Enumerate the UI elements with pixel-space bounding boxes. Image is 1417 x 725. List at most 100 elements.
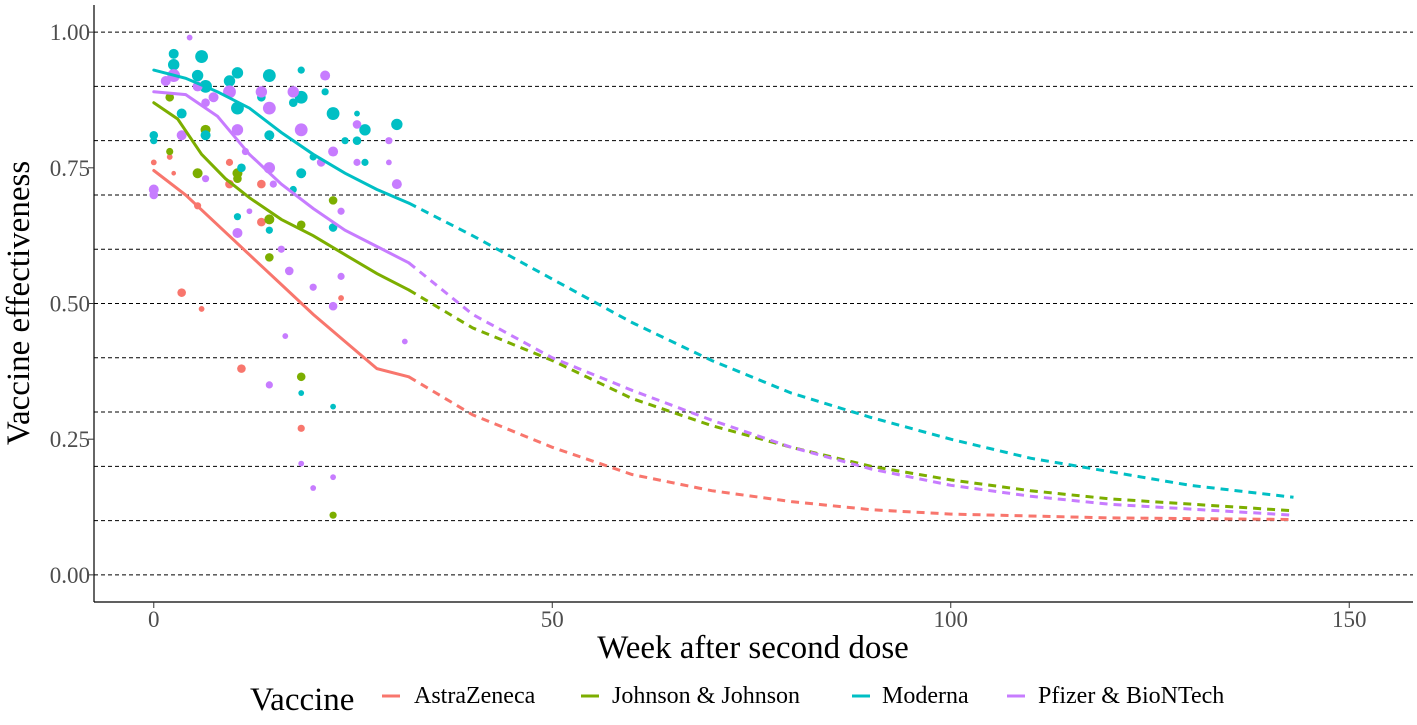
legend-label: Moderna xyxy=(882,683,969,709)
data-point xyxy=(262,69,276,82)
data-point xyxy=(296,168,307,179)
data-point xyxy=(353,158,361,166)
data-point xyxy=(297,424,305,432)
data-point xyxy=(201,175,210,183)
data-point xyxy=(330,474,336,481)
x-tick-label: 150 xyxy=(1332,607,1367,632)
data-point xyxy=(338,295,344,301)
data-point xyxy=(265,226,273,234)
y-tick-label: 0.75 xyxy=(50,156,90,181)
data-points xyxy=(148,34,408,519)
data-point xyxy=(171,170,177,176)
x-axis-title: Week after second dose xyxy=(597,630,909,666)
data-point xyxy=(320,70,331,81)
data-point xyxy=(167,58,180,71)
y-axis-title: Vaccine effectiveness xyxy=(1,161,37,445)
x-tick-label: 100 xyxy=(934,607,969,632)
data-point xyxy=(150,159,157,166)
data-point xyxy=(309,283,317,291)
data-point xyxy=(257,217,266,227)
data-point xyxy=(231,124,244,136)
data-point xyxy=(176,130,187,141)
data-point xyxy=(255,86,268,98)
data-point xyxy=(231,67,244,79)
fit-line xyxy=(152,101,411,292)
legend: Vaccine AstraZeneca Johnson & Johnson Mode… xyxy=(250,682,1224,718)
data-point xyxy=(265,381,273,389)
data-point xyxy=(265,253,274,262)
data-point xyxy=(337,207,345,215)
data-point xyxy=(385,137,393,145)
data-point xyxy=(361,158,369,166)
data-point xyxy=(341,137,349,145)
data-point xyxy=(201,98,210,107)
projection-line xyxy=(407,261,1294,517)
data-point xyxy=(287,86,299,98)
data-point xyxy=(191,69,204,82)
data-point xyxy=(198,306,205,312)
data-point xyxy=(177,288,186,297)
data-point xyxy=(328,223,338,232)
data-point xyxy=(352,120,362,129)
x-tick-label: 0 xyxy=(148,607,160,632)
data-point xyxy=(237,163,246,173)
data-point xyxy=(310,485,317,491)
data-point xyxy=(391,179,402,190)
data-point xyxy=(149,190,159,200)
data-point xyxy=(150,137,158,145)
fit-line xyxy=(152,68,411,205)
data-point xyxy=(321,88,329,96)
data-point xyxy=(269,180,277,188)
data-point xyxy=(328,146,339,157)
projection-line xyxy=(408,288,1294,513)
y-tick-label: 0.50 xyxy=(50,292,90,317)
data-point xyxy=(264,214,275,225)
legend-label: AstraZeneca xyxy=(414,683,536,709)
data-point xyxy=(401,338,408,345)
data-point xyxy=(298,460,305,467)
data-point xyxy=(288,98,298,107)
data-point xyxy=(330,403,336,410)
data-point xyxy=(168,48,179,59)
data-point xyxy=(237,364,246,373)
data-point xyxy=(200,130,211,141)
data-point xyxy=(233,174,242,183)
data-point xyxy=(391,118,403,131)
data-point xyxy=(298,390,305,396)
data-point xyxy=(282,333,289,339)
data-point xyxy=(262,101,276,115)
legend-title: Vaccine xyxy=(250,682,354,718)
y-tick-label: 1.00 xyxy=(50,20,90,45)
y-tick-label: 0.00 xyxy=(50,563,90,588)
data-point xyxy=(359,124,371,136)
data-point xyxy=(195,50,208,63)
data-point xyxy=(166,154,173,160)
data-point xyxy=(296,372,306,382)
data-point xyxy=(186,34,193,41)
data-point xyxy=(284,266,294,276)
projection-line xyxy=(408,201,1294,499)
data-point xyxy=(277,245,285,253)
trend-lines xyxy=(152,68,1294,521)
data-point xyxy=(352,136,362,145)
data-point xyxy=(257,179,266,189)
data-point xyxy=(192,168,203,179)
data-point xyxy=(225,158,234,166)
y-tick-label: 0.25 xyxy=(50,427,90,452)
data-point xyxy=(326,107,340,120)
data-point xyxy=(233,213,242,221)
data-point xyxy=(149,130,159,140)
tick-labels: 0.00 0.25 0.50 0.75 1.00 0 50 100 150 xyxy=(50,20,1367,632)
data-point xyxy=(385,159,392,166)
x-tick-label: 50 xyxy=(541,607,564,632)
data-point xyxy=(294,123,308,137)
data-point xyxy=(264,130,275,141)
data-point xyxy=(166,147,174,156)
data-point xyxy=(246,208,253,215)
data-point xyxy=(328,196,338,205)
data-point xyxy=(337,272,345,280)
projection-line xyxy=(408,375,1294,521)
legend-label: Pfizer & BioNTech xyxy=(1038,683,1224,709)
